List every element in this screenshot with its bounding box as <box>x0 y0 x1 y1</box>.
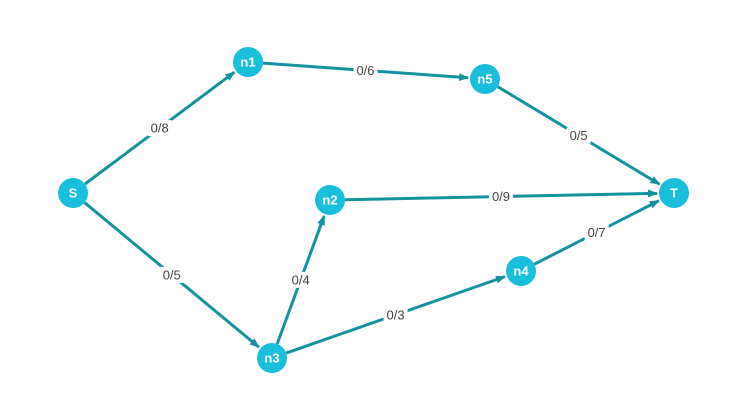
edge-n3-n2: 0/4 <box>275 215 326 345</box>
node-label: n2 <box>322 193 337 208</box>
node-circle[interactable] <box>233 47 263 77</box>
edge-n5-T: 0/5 <box>497 85 661 186</box>
node-label: T <box>670 186 678 201</box>
edge-capacity-label: 0/6 <box>356 63 374 78</box>
edge-capacity-label: 0/7 <box>588 225 606 240</box>
node-circle[interactable] <box>659 178 689 208</box>
edge-label-background <box>147 120 172 137</box>
edge-capacity-label: 0/8 <box>151 121 169 136</box>
edge-S-n3: 0/5 <box>83 201 260 349</box>
node-n4[interactable]: n4 <box>506 256 536 286</box>
node-circle[interactable] <box>257 343 287 373</box>
edge-n1-n5: 0/6 <box>262 61 470 82</box>
node-n5[interactable]: n5 <box>470 64 500 94</box>
edge-label-background <box>353 62 378 79</box>
edge-label-background <box>489 188 514 205</box>
edge-n4-T: 0/7 <box>533 199 660 266</box>
edge-n3-n4: 0/3 <box>285 275 506 355</box>
edge-label-background <box>383 306 408 323</box>
node-n1[interactable]: n1 <box>233 47 263 77</box>
node-n3[interactable]: n3 <box>257 343 287 373</box>
node-circle[interactable] <box>470 64 500 94</box>
node-label: n1 <box>240 55 255 70</box>
node-T[interactable]: T <box>659 178 689 208</box>
node-S[interactable]: S <box>58 178 88 208</box>
edge-capacity-label: 0/9 <box>492 189 510 204</box>
node-circle[interactable] <box>58 178 88 208</box>
node-circle[interactable] <box>315 185 345 215</box>
node-n2[interactable]: n2 <box>315 185 345 215</box>
edge-capacity-label: 0/3 <box>387 307 405 322</box>
edge-n2-T: 0/9 <box>344 188 659 205</box>
edges-layer: 0/8 0/5 0/6 0/5 0/9 0/4 0/3 0/7 <box>83 61 661 355</box>
edge-label-background <box>288 271 313 288</box>
edge-label-background <box>566 127 591 144</box>
edge-label-background <box>159 266 184 283</box>
node-circle[interactable] <box>506 256 536 286</box>
edge-S-n1: 0/8 <box>84 70 236 186</box>
edge-label-background <box>584 224 609 241</box>
node-label: n3 <box>264 351 279 366</box>
nodes-layer: Sn1 n2 n3 n4 n5 T <box>58 47 689 373</box>
edge-capacity-label: 0/4 <box>292 272 310 287</box>
node-label: n4 <box>513 264 529 279</box>
edge-capacity-label: 0/5 <box>570 128 588 143</box>
node-label: n5 <box>477 72 492 87</box>
node-label: S <box>69 186 78 201</box>
edge-capacity-label: 0/5 <box>163 267 181 282</box>
